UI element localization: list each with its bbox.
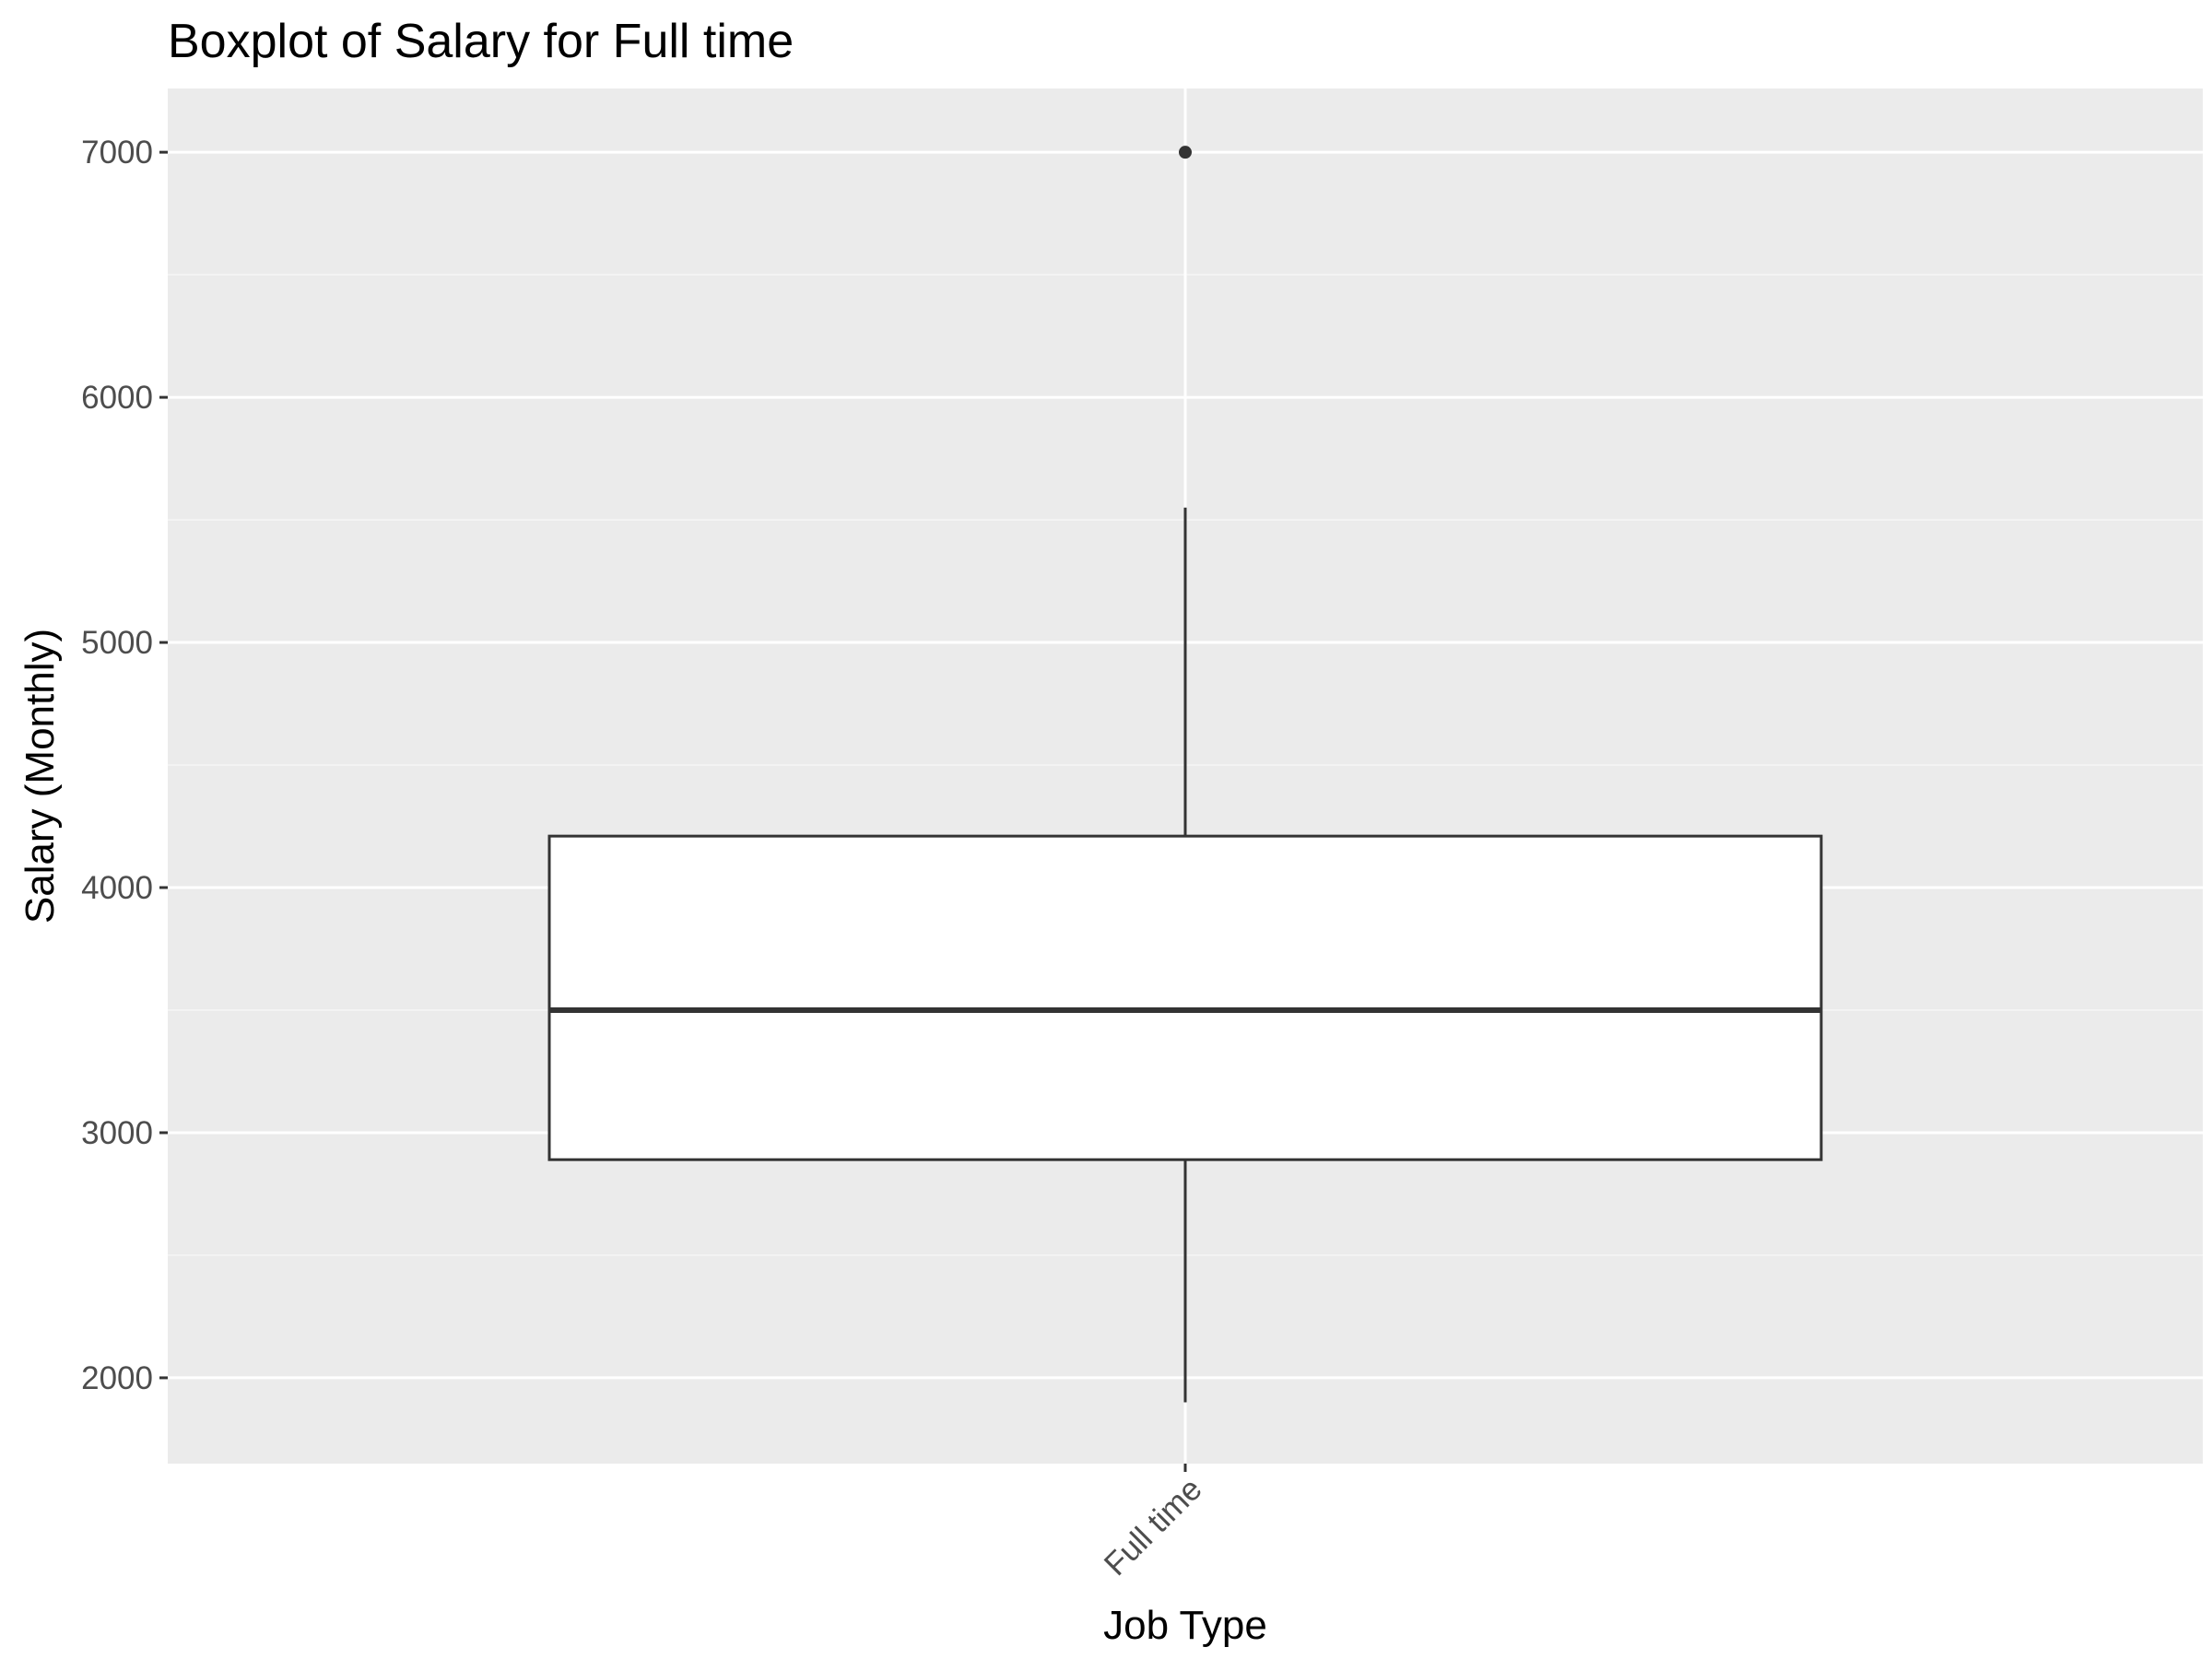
- y-axis-title: Salary (Monthly): [18, 629, 63, 924]
- y-tick-label: 2000: [81, 1360, 153, 1396]
- chart-title: Boxplot of Salary for Full time: [168, 15, 794, 68]
- y-tick-label: 4000: [81, 870, 153, 906]
- x-axis-title: Job Type: [1103, 1603, 1267, 1648]
- box-iqr: [547, 834, 1823, 1161]
- y-tick-label: 5000: [81, 625, 153, 661]
- box-group: [547, 146, 1823, 1403]
- y-tick-label: 7000: [81, 135, 153, 171]
- outlier-point: [1179, 146, 1192, 159]
- y-tick-label: 3000: [81, 1115, 153, 1151]
- boxplot-marks: [547, 146, 1823, 1403]
- y-tick-label: 6000: [81, 380, 153, 416]
- x-tick-label: Full time: [1098, 1471, 1209, 1583]
